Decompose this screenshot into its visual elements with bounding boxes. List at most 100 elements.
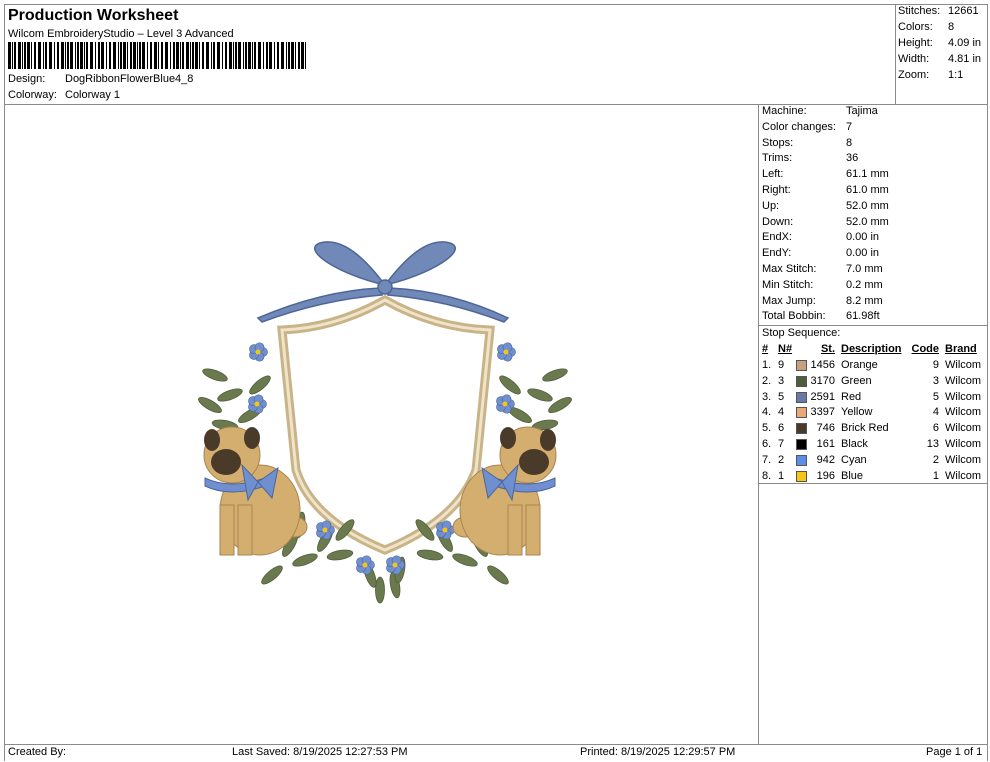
bar bbox=[101, 42, 104, 69]
bar bbox=[142, 42, 145, 69]
bar bbox=[86, 42, 88, 69]
bar bbox=[118, 42, 119, 69]
pug-leg bbox=[507, 504, 523, 556]
label: Min Stitch: bbox=[762, 278, 814, 291]
bar bbox=[186, 42, 189, 69]
flower-center bbox=[362, 562, 368, 568]
value: 61.1 mm bbox=[846, 168, 889, 181]
flower-center bbox=[442, 527, 448, 533]
shield bbox=[277, 294, 495, 555]
bar bbox=[180, 42, 181, 69]
flowers bbox=[248, 342, 516, 575]
bar bbox=[301, 42, 304, 69]
label: Stops: bbox=[762, 136, 794, 149]
leaf bbox=[249, 375, 271, 395]
bar bbox=[90, 42, 93, 69]
bar bbox=[57, 42, 59, 69]
cell: 6 bbox=[932, 422, 939, 435]
footer-text: Printed: 8/19/2025 12:29:57 PM bbox=[580, 746, 736, 758]
description: Orange bbox=[841, 359, 878, 371]
cell: 2. bbox=[762, 374, 772, 387]
bar bbox=[31, 42, 32, 69]
bar bbox=[137, 42, 138, 69]
leaf bbox=[527, 388, 553, 402]
bar bbox=[281, 42, 284, 69]
column-header: St. bbox=[820, 343, 835, 355]
label: Machine: bbox=[762, 105, 807, 117]
bar bbox=[211, 42, 212, 69]
label: Colors: bbox=[898, 21, 933, 33]
value: 0.00 in bbox=[846, 247, 880, 260]
pug-ear bbox=[500, 427, 516, 449]
leaf bbox=[416, 549, 444, 561]
cell: 13 bbox=[926, 438, 939, 450]
color-swatch bbox=[796, 375, 807, 387]
border bbox=[4, 104, 987, 105]
cell: Wilcom bbox=[945, 374, 982, 387]
bar bbox=[165, 42, 168, 69]
color-swatch bbox=[796, 470, 807, 482]
flower-center bbox=[254, 401, 260, 407]
label: Color changes: bbox=[762, 120, 836, 133]
bar bbox=[38, 42, 41, 69]
value: Colorway 1 bbox=[65, 89, 121, 101]
shield bbox=[280, 298, 492, 552]
leaf bbox=[292, 553, 318, 567]
bar bbox=[202, 42, 204, 69]
bar bbox=[80, 42, 83, 69]
leaf bbox=[542, 368, 568, 382]
bar bbox=[266, 42, 268, 69]
cell: Wilcom bbox=[945, 359, 982, 371]
value: 8 bbox=[846, 136, 853, 149]
label: Up: bbox=[762, 199, 780, 212]
bar bbox=[295, 42, 296, 69]
label: Total Bobbin: bbox=[762, 310, 826, 323]
cell: 7. bbox=[762, 453, 772, 466]
bar bbox=[65, 42, 66, 69]
leaf bbox=[261, 565, 283, 585]
bar bbox=[139, 42, 141, 69]
leaf bbox=[452, 553, 478, 567]
cell: 2591 bbox=[810, 390, 835, 403]
subtitle: Wilcom EmbroideryStudio – Level 3 Advanc… bbox=[8, 28, 234, 40]
bar bbox=[54, 42, 55, 69]
pug-ear bbox=[244, 427, 260, 449]
cell: 5. bbox=[762, 422, 772, 435]
cell: 6. bbox=[762, 438, 772, 450]
bar bbox=[254, 42, 256, 69]
border bbox=[895, 4, 896, 104]
cell: 1 bbox=[932, 469, 939, 482]
bar bbox=[95, 42, 96, 69]
leaf bbox=[415, 519, 435, 541]
cell: 5 bbox=[778, 390, 785, 403]
bar bbox=[127, 42, 128, 69]
bow bbox=[256, 241, 510, 323]
leaf bbox=[499, 375, 521, 395]
cell: Wilcom bbox=[945, 406, 982, 419]
value: 52.0 mm bbox=[846, 215, 889, 228]
value: Tajima bbox=[846, 105, 878, 117]
cell: 3 bbox=[932, 374, 939, 387]
cell: 942 bbox=[816, 453, 835, 466]
value: 4.09 in bbox=[948, 37, 982, 49]
bar bbox=[8, 42, 11, 69]
bar bbox=[269, 42, 272, 69]
flower-center bbox=[502, 401, 508, 407]
leaf bbox=[217, 388, 243, 402]
bar bbox=[67, 42, 69, 69]
description: Yellow bbox=[841, 406, 873, 419]
flower-center bbox=[503, 349, 509, 355]
value: 36 bbox=[846, 152, 859, 165]
cell: 3397 bbox=[810, 406, 835, 419]
bar bbox=[161, 42, 163, 69]
cell: Wilcom bbox=[945, 469, 982, 482]
cell: 2 bbox=[932, 453, 939, 466]
cell: 746 bbox=[816, 422, 835, 435]
bar bbox=[61, 42, 64, 69]
cell: 1456 bbox=[810, 359, 835, 371]
bar bbox=[258, 42, 261, 69]
label: Max Jump: bbox=[762, 294, 816, 307]
value: 52.0 mm bbox=[846, 199, 889, 212]
bar bbox=[154, 42, 157, 69]
pug-face bbox=[211, 449, 241, 475]
